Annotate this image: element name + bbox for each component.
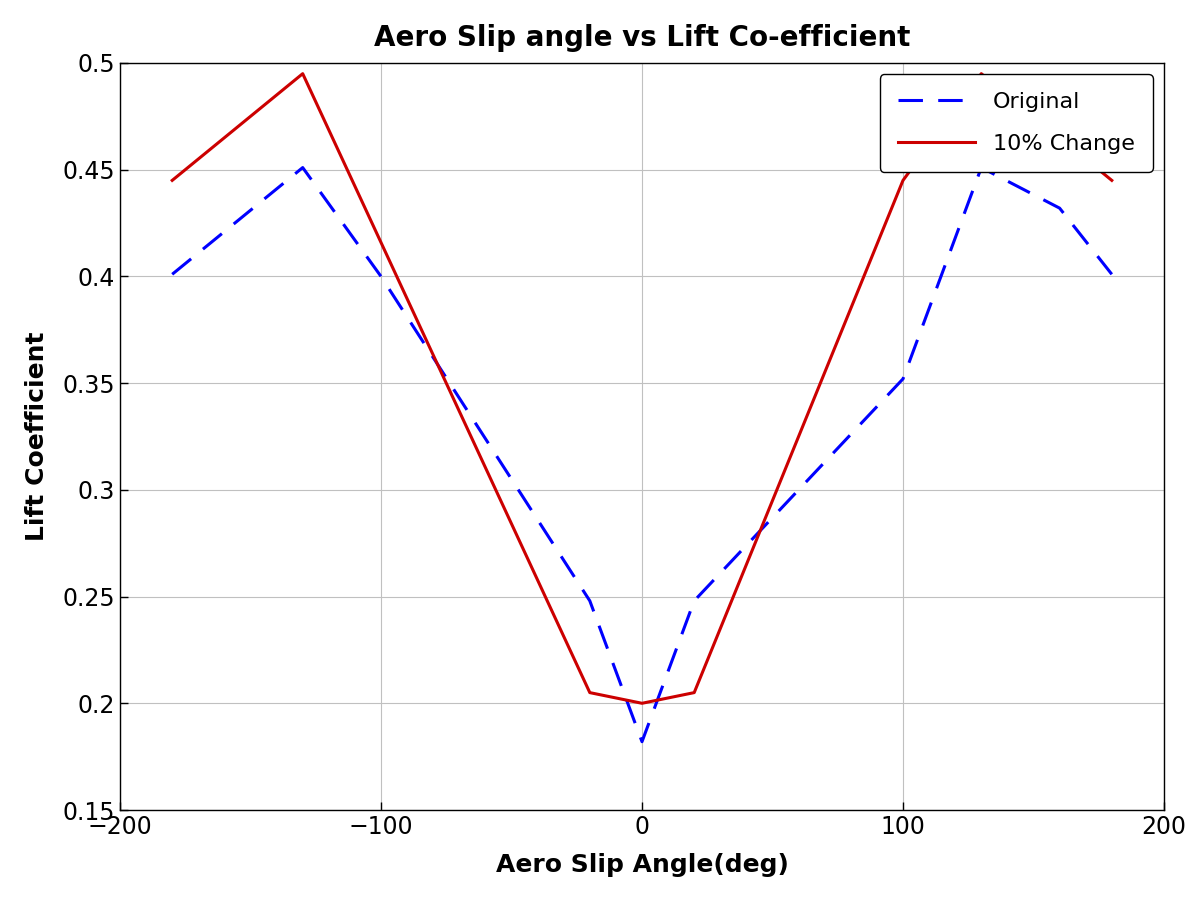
Original <box>688 596 702 607</box>
10% Change <box>635 698 649 708</box>
10% Change <box>166 175 180 185</box>
Original <box>635 736 649 747</box>
Original <box>295 162 310 173</box>
Line: 10% Change: 10% Change <box>173 74 1111 703</box>
Original <box>583 596 598 607</box>
Title: Aero Slip angle vs Lift Co-efficient: Aero Slip angle vs Lift Co-efficient <box>374 24 910 52</box>
Line: Original: Original <box>173 167 1111 742</box>
Original <box>974 162 989 173</box>
10% Change <box>974 68 989 79</box>
Legend: Original, 10% Change: Original, 10% Change <box>880 74 1153 172</box>
X-axis label: Aero Slip Angle(deg): Aero Slip Angle(deg) <box>496 853 788 877</box>
Y-axis label: Lift Coefficient: Lift Coefficient <box>25 332 49 541</box>
10% Change <box>583 688 598 698</box>
10% Change <box>1104 175 1118 185</box>
Original <box>166 269 180 280</box>
Original <box>895 374 911 384</box>
Original <box>1104 269 1118 280</box>
Original <box>374 271 389 282</box>
10% Change <box>295 68 310 79</box>
10% Change <box>895 175 911 185</box>
Original <box>1052 202 1067 213</box>
10% Change <box>688 688 702 698</box>
